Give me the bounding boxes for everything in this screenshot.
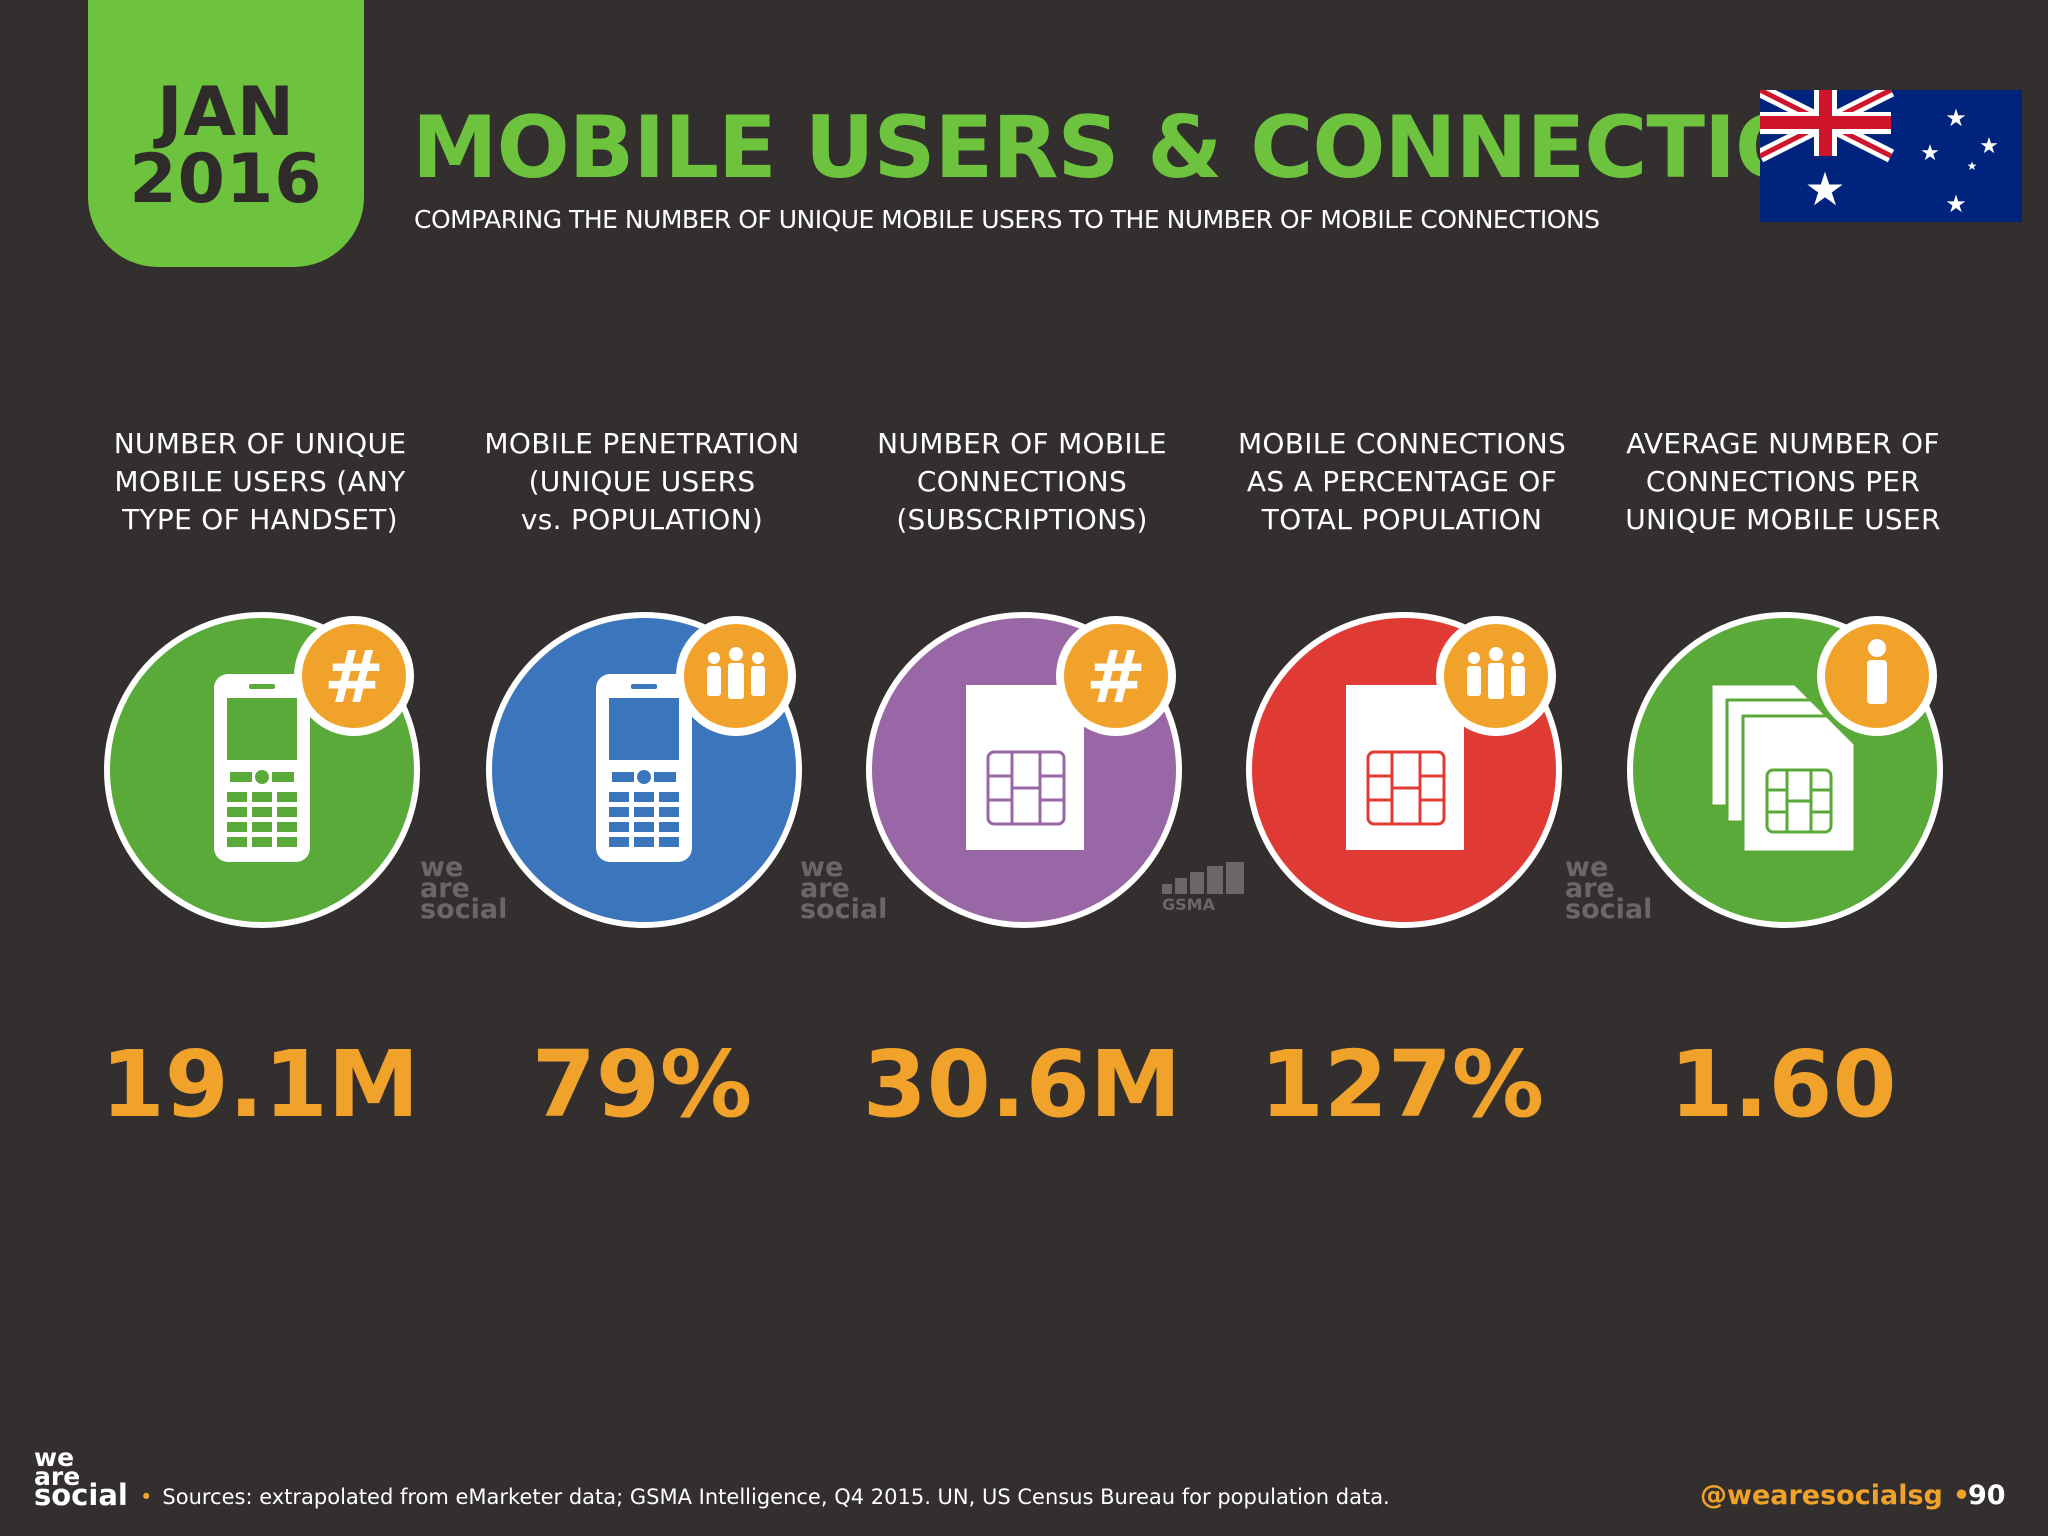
svg-text:★: ★: [1945, 190, 1967, 218]
stat-icon-unique-users: #: [92, 610, 432, 950]
stat-value-mobile-connections: 30.6M: [862, 1031, 1182, 1138]
stat-value-connections-per-user: 1.60: [1669, 1031, 1897, 1138]
stat-value-unique-users: 19.1M: [100, 1031, 420, 1138]
hashtag-icon: #: [294, 616, 414, 736]
stat-icon-mobile-penetration: [474, 610, 814, 950]
svg-text:★: ★: [1967, 159, 1978, 173]
stat-value-mobile-penetration: 79%: [531, 1031, 753, 1138]
sim-card-icon: [1346, 685, 1464, 850]
gsma-text: GSMA: [1162, 895, 1216, 912]
stat-label-mobile-penetration: MOBILE PENETRATION (UNIQUE USERS vs. POPUL…: [484, 427, 800, 536]
people-group-icon: [1436, 616, 1556, 736]
svg-text:#: #: [1086, 635, 1146, 719]
svg-text:★: ★: [1920, 141, 1940, 166]
sources-note: • Sources: extrapolated from eMarketer da…: [140, 1485, 1390, 1509]
date-badge: JAN 2016: [88, 0, 364, 267]
mobile-phone-icon: [214, 674, 310, 862]
stat-value-connections-percentage: 127%: [1259, 1031, 1545, 1138]
date-month: JAN: [157, 73, 295, 152]
australia-flag-icon: ★ ★ ★ ★ ★ ★: [1760, 90, 2022, 222]
mobile-phone-icon: [596, 674, 692, 862]
gsma-watermark: GSMA: [1162, 862, 1252, 914]
social-handle: @wearesocialsg •: [1700, 1480, 1971, 1511]
page-subtitle: COMPARING THE NUMBER OF UNIQUE MOBILE US…: [414, 205, 1600, 234]
person-icon: [1817, 616, 1937, 736]
stat-label-connections-per-user: AVERAGE NUMBER OF CONNECTIONS PER UNIQUE M…: [1625, 427, 1941, 536]
page-number: 90: [1968, 1480, 2006, 1511]
svg-text:★: ★: [1979, 134, 1999, 159]
sim-cards-stack-icon: [1709, 682, 1857, 854]
wearesocial-logo: we are social: [34, 1443, 128, 1512]
sim-card-icon: [966, 685, 1084, 850]
wearesocial-watermark: we are social: [420, 852, 508, 925]
svg-text:#: #: [324, 635, 384, 719]
svg-text:★: ★: [1804, 162, 1845, 216]
wearesocial-watermark: we are social: [800, 852, 888, 925]
stat-icon-mobile-connections: #: [854, 610, 1194, 950]
people-group-icon: [676, 616, 796, 736]
stat-icon-connections-per-user: [1615, 610, 1955, 950]
wearesocial-watermark: we are social: [1565, 852, 1653, 925]
stat-icon-connections-percentage: [1234, 610, 1574, 950]
stat-label-unique-users: NUMBER OF UNIQUE MOBILE USERS (ANY TYPE OF…: [113, 427, 407, 536]
date-year: 2016: [129, 140, 323, 219]
stat-label-connections-percentage: MOBILE CONNECTIONS AS A PERCENTAGE OF TOTA…: [1237, 427, 1567, 536]
stat-label-mobile-connections: NUMBER OF MOBILE CONNECTIONS (SUBSCRIPTION…: [877, 427, 1167, 536]
svg-text:★: ★: [1945, 104, 1967, 132]
page-title: MOBILE USERS & CONNECTIONS: [412, 98, 1940, 198]
hashtag-icon: #: [1056, 616, 1176, 736]
